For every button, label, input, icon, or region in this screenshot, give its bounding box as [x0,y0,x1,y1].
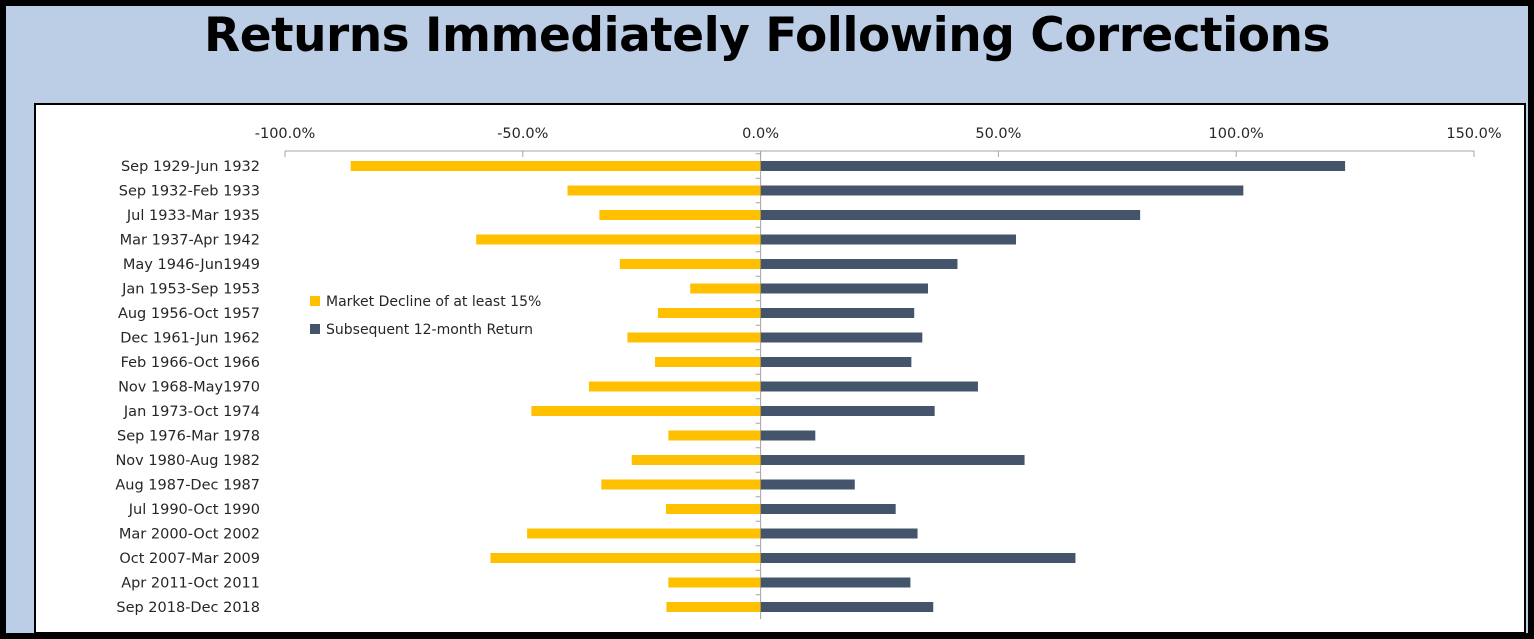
bar-subsequent-return [760,283,929,294]
bar-subsequent-return [760,259,958,269]
bar-subsequent-return [760,357,912,367]
chart-panel: -100.0% -50.0% 0.0% 50.0% 100.0% 150.0% Sep 19… [34,103,1526,634]
bar-subsequent-return [760,504,896,514]
bar-subsequent-return [760,185,1244,196]
bar-subsequent-return [760,430,816,441]
bar-market-decline [668,430,761,441]
bar-market-decline [476,234,761,245]
category-label: Aug 1956-Oct 1957 [118,306,260,322]
bar-subsequent-return [760,577,911,588]
category-label: Nov 1968-May1970 [118,380,260,396]
category-label: Aug 1987-Dec 1987 [115,478,260,494]
bar-subsequent-return [760,602,934,612]
bar-market-decline [350,161,761,171]
bar-market-decline [531,406,761,416]
category-label: May 1946-Jun1949 [123,257,260,273]
category-label: Sep 1929-Jun 1932 [121,159,260,175]
bar-subsequent-return [760,234,1016,245]
x-tick-label: 0.0% [742,126,779,142]
bar-subsequent-return [760,161,1346,171]
category-label: Apr 2011-Oct 2011 [121,576,260,592]
bar-subsequent-return [760,553,1076,563]
bar-subsequent-return [760,381,978,392]
bar-market-decline [527,528,761,539]
category-label: Sep 2018-Dec 2018 [116,600,260,616]
category-label: Jul 1990-Oct 1990 [128,502,260,518]
bar-market-decline [588,381,761,392]
category-label: Jan 1973-Oct 1974 [123,404,260,420]
category-label: Feb 1966-Oct 1966 [121,355,260,371]
bar-market-decline [567,185,761,196]
legend-swatch-decline [310,296,320,306]
category-label: Mar 1937-Apr 1942 [120,233,260,249]
legend-label-return: Subsequent 12-month Return [326,322,533,338]
bar-market-decline [490,553,761,563]
bar-subsequent-return [760,528,918,539]
bar-subsequent-return [760,406,935,416]
bar-market-decline [601,479,761,490]
bar-subsequent-return [760,455,1025,465]
category-label: Sep 1976-Mar 1978 [117,429,260,445]
bar-market-decline [657,308,761,318]
bar-chart: -100.0% -50.0% 0.0% 50.0% 100.0% 150.0% Sep 19… [115,126,1502,620]
x-tick-label: 50.0% [975,126,1021,142]
category-label: Jul 1933-Mar 1935 [126,208,260,224]
bar-subsequent-return [760,479,855,490]
bar-market-decline [599,210,761,220]
x-tick-label: -50.0% [497,126,548,142]
bar-market-decline [655,357,761,367]
category-label: Mar 2000-Oct 2002 [119,527,260,543]
bar-market-decline [631,455,761,465]
x-tick-label: -100.0% [255,126,316,142]
x-tick-label: 150.0% [1446,126,1501,142]
page-title: Returns Immediately Following Correction… [204,8,1330,63]
category-label: Jan 1953-Sep 1953 [121,282,260,298]
bar-market-decline [666,602,761,612]
bar-market-decline [668,577,761,588]
legend-label-decline: Market Decline of at least 15% [326,294,541,310]
bar-subsequent-return [760,308,915,318]
bar-subsequent-return [760,210,1141,220]
category-label: Sep 1932-Feb 1933 [119,184,260,200]
bar-subsequent-return [760,332,923,343]
x-tick-label: 100.0% [1209,126,1264,142]
category-label: Oct 2007-Mar 2009 [119,551,260,567]
category-label: Nov 1980-Aug 1982 [115,453,260,469]
category-label: Dec 1961-Jun 1962 [120,331,260,347]
bar-market-decline [665,504,761,514]
legend-swatch-return [310,324,320,334]
bar-market-decline [690,283,761,294]
bar-market-decline [627,332,761,343]
bar-market-decline [619,259,761,269]
